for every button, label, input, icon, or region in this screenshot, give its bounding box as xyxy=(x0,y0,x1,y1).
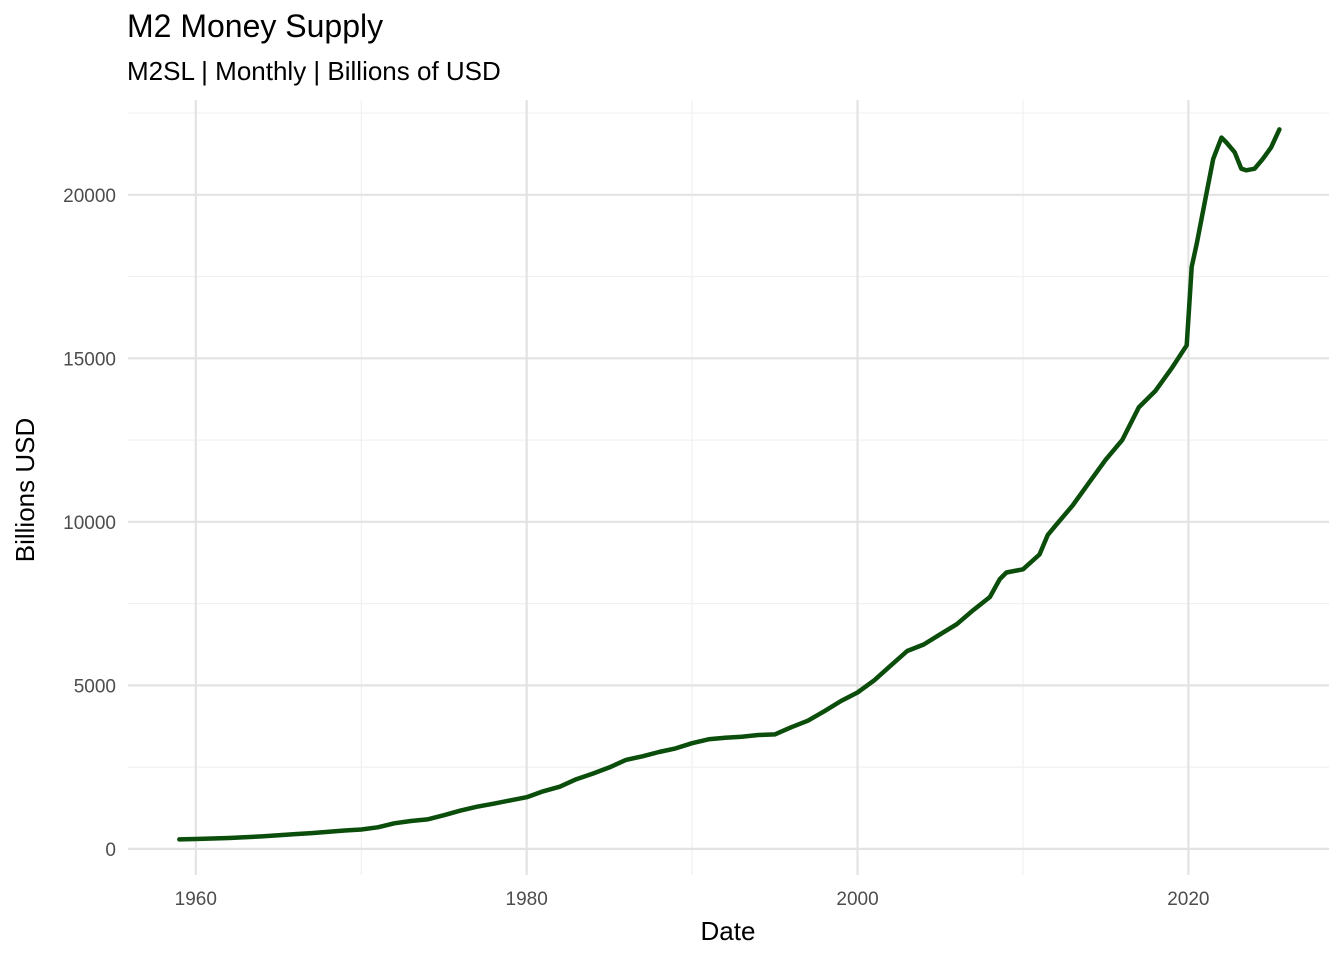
y-tick-label: 15000 xyxy=(63,349,116,370)
y-tick-label: 10000 xyxy=(63,513,116,534)
y-tick-label: 20000 xyxy=(63,186,116,207)
x-tick-label: 2000 xyxy=(836,889,878,910)
minor-gridlines xyxy=(128,100,1329,875)
x-axis-title: Date xyxy=(701,916,756,946)
chart-title: M2 Money Supply xyxy=(127,8,384,44)
major-gridlines xyxy=(128,100,1329,875)
y-tick-label: 5000 xyxy=(74,676,116,697)
chart-subtitle: M2SL | Monthly | Billions of USD xyxy=(127,56,501,86)
x-tick-label: 2020 xyxy=(1167,889,1209,910)
y-axis-title: Billions USD xyxy=(10,418,40,563)
series-line-m2 xyxy=(177,127,1282,842)
y-axis-tick-labels: 0 5000 10000 15000 20000 xyxy=(63,186,116,861)
y-tick-label: 0 xyxy=(105,840,116,861)
x-axis-tick-labels: 1960 1980 2000 2020 xyxy=(175,889,1210,910)
x-tick-label: 1980 xyxy=(506,889,548,910)
x-tick-label: 1960 xyxy=(175,889,217,910)
